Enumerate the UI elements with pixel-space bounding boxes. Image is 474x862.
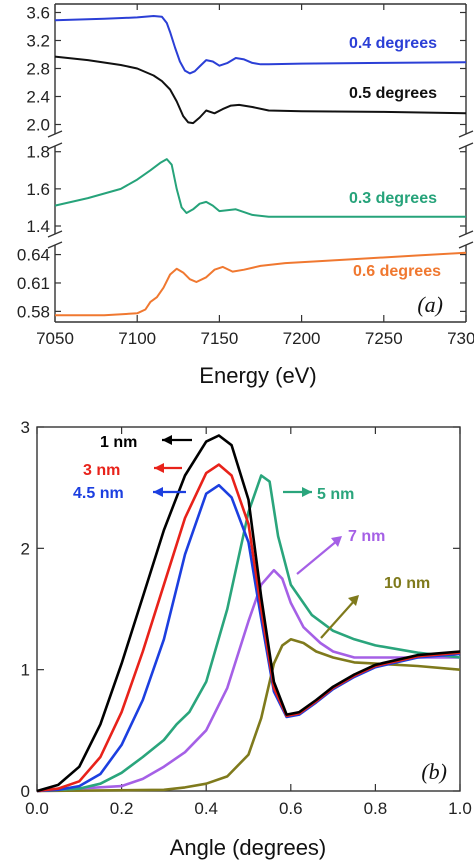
panel-a-label: (a) [417,292,443,317]
panel-a-series [54,15,467,317]
arrow-4.5-nm-head [153,487,163,497]
axis-break-mark [47,241,63,249]
y-tick-label: 2 [21,539,30,558]
series-label-7-nm: 7 nm [348,528,385,545]
y-tick-label: 0.58 [17,302,50,321]
series-line-1-nm [36,434,461,793]
axis-break-mark [458,130,474,138]
panel-b-x-axis-label: Angle (degrees) [170,835,327,860]
axis-break-mark [458,142,474,150]
y-tick-label: 0.64 [17,246,50,265]
x-tick-label: 0.2 [110,799,134,818]
series-label-3-nm: 3 nm [83,462,120,479]
arrow-3-nm-head [154,463,164,473]
y-tick-label: 0 [21,782,30,801]
panel-a-series-labels: 0.4 degrees 0.5 degrees 0.3 degrees 0.6 … [349,35,441,280]
series-label-1-nm: 1 nm [100,434,137,451]
y-tick-label: 2.0 [26,116,50,135]
series-line-10-nm [36,638,461,793]
panel-a: 3.6 3.2 2.8 2.4 2.0 1.8 1.6 1.4 0.64 0.61 0.58 7050… [17,3,474,388]
series-line-0.3-degrees [54,158,466,218]
axis-break-mark [47,130,63,138]
series-line-0.4-degrees [54,15,467,75]
axis-break-mark [458,241,474,249]
series-line-0.5-degrees [54,55,467,125]
panel-a-ticks: 3.6 3.2 2.8 2.4 2.0 1.8 1.6 1.4 0.64 0.61 0.58 7050… [17,4,474,349]
arrow-10-nm-head [348,595,359,606]
y-tick-label: 2.8 [26,60,50,79]
x-tick-label: 7050 [36,329,74,348]
x-tick-label: 7100 [118,329,156,348]
y-tick-label: 1.4 [26,217,50,236]
panel-b-arrows [153,435,359,639]
series-line-7-nm [36,568,460,793]
panel-b-label: (b) [421,759,447,784]
x-tick-label: 7150 [200,329,238,348]
arrow-5-nm-head [302,487,312,497]
series-label-5-nm: 5 nm [317,486,354,503]
x-tick-label: 7200 [283,329,321,348]
panel-b-series-labels: 1 nm 3 nm 4.5 nm 5 nm 7 nm 10 nm [73,434,430,592]
x-tick-label: 1.0 [448,799,472,818]
panel-a-x-axis-label: Energy (eV) [199,363,316,388]
x-tick-label: 0.8 [364,799,388,818]
arrow-7-nm [296,539,339,575]
panel-b-series [36,434,461,793]
y-tick-label: 3.6 [26,4,50,23]
y-tick-label: 1 [21,661,30,680]
series-label-4.5-nm: 4.5 nm [73,485,124,502]
series-label-0.4-degrees: 0.4 degrees [349,35,437,52]
y-tick-label: 3.2 [26,32,50,51]
panel-b-ticks: 0.0 0.2 0.4 0.6 0.8 1.0 0 1 2 3 [21,418,472,818]
series-label-0.5-degrees: 0.5 degrees [349,85,437,102]
series-line-5-nm [36,474,461,793]
y-tick-label: 1.6 [26,180,50,199]
panel-b: 0.0 0.2 0.4 0.6 0.8 1.0 0 1 2 3 1 nm 3 nm 4.5 nm … [21,418,472,860]
x-tick-label: 0.4 [194,799,218,818]
arrow-7-nm-head [331,536,342,547]
axis-break-mark [47,230,63,238]
arrow-10-nm [320,599,356,639]
arrow-1-nm-head [162,435,172,445]
axis-break-marks [47,130,474,249]
x-tick-label: 0.6 [279,799,303,818]
series-label-0.6-degrees: 0.6 degrees [353,263,441,280]
y-tick-label: 0.61 [17,274,50,293]
y-tick-label: 1.8 [26,143,50,162]
panel-b-frame [36,426,461,792]
series-label-10-nm: 10 nm [384,575,430,592]
axis-break-mark [47,142,63,150]
x-tick-label: 7250 [365,329,403,348]
series-line-0.6-degrees [55,251,467,317]
axis-break-mark [458,230,474,238]
x-tick-label: 0.0 [25,799,49,818]
y-tick-label: 2.4 [26,88,50,107]
y-tick-label: 3 [21,418,30,437]
series-label-0.3-degrees: 0.3 degrees [349,190,437,207]
